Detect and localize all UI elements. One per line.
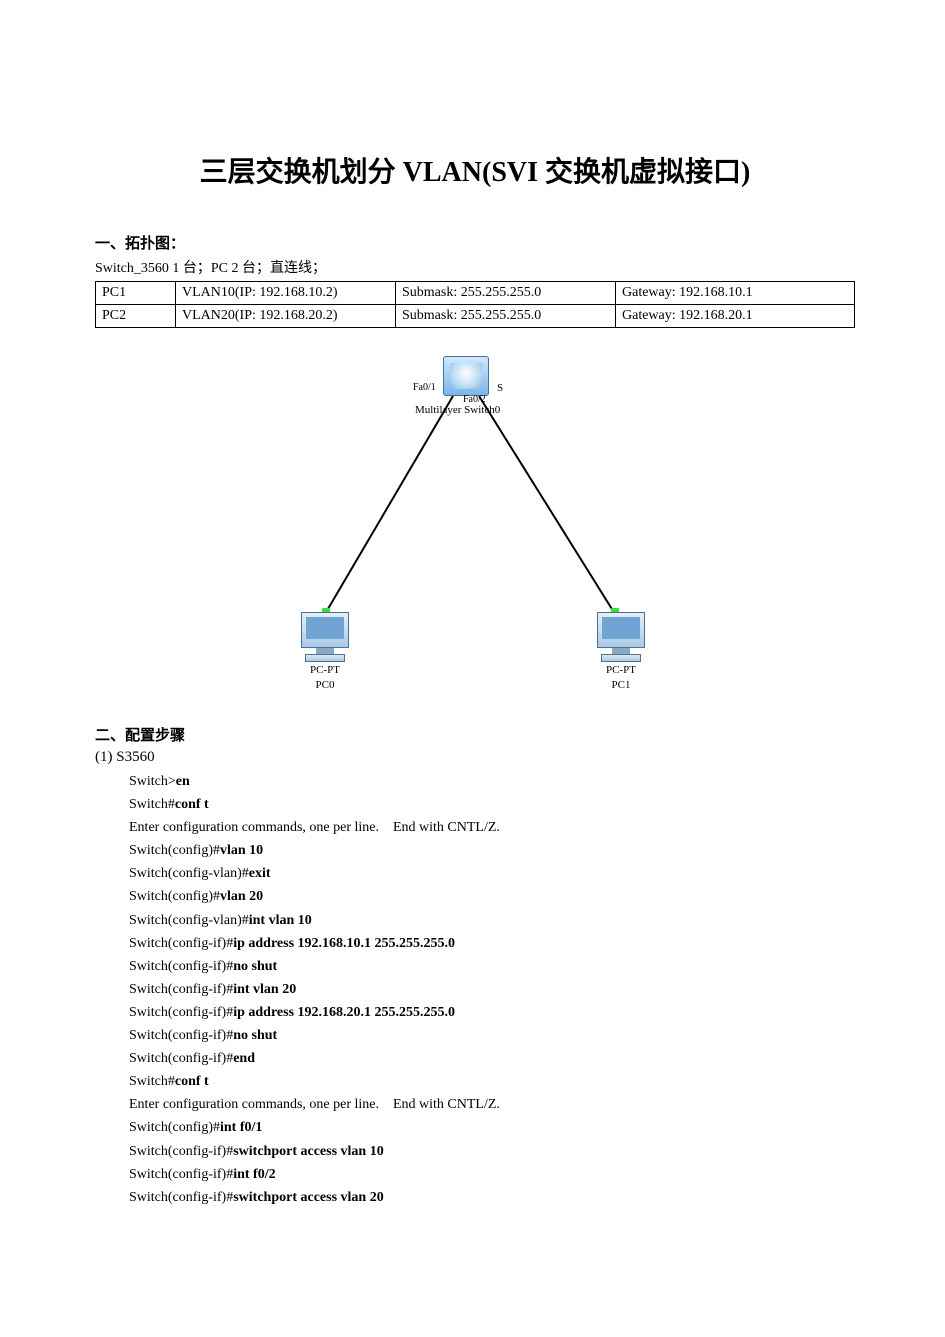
- pc1-label-bottom: PC1: [591, 679, 651, 692]
- cli-command: conf t: [175, 797, 209, 812]
- cli-command: vlan 10: [220, 843, 263, 858]
- pc0-icon: PC-PT PC0: [295, 612, 355, 692]
- cell-submask: Submask: 255.255.255.0: [396, 305, 616, 328]
- cli-prompt: Switch(config)#: [129, 1120, 220, 1135]
- cli-line: Switch(config)#vlan 20: [129, 885, 855, 908]
- cell-pc: PC2: [96, 305, 176, 328]
- cli-line: Switch(config-if)#switchport access vlan…: [129, 1186, 855, 1209]
- cli-prompt: Switch(config-if)#: [129, 1005, 233, 1020]
- cli-block: Switch>enSwitch#conf tEnter configuratio…: [95, 770, 855, 1209]
- cli-prompt: Switch(config-if)#: [129, 1144, 233, 1159]
- cell-pc: PC1: [96, 282, 176, 305]
- cli-command: switchport access vlan 20: [233, 1190, 384, 1205]
- cli-prompt: Switch(config-if)#: [129, 1167, 233, 1182]
- cli-prompt: Switch(config-if)#: [129, 959, 233, 974]
- topology-diagram: Fa0/1 Fa0/2 S Multilayer Switch0 PC-PT P…: [215, 346, 735, 706]
- pc0-label-top: PC-PT: [295, 664, 355, 677]
- cli-command: no shut: [233, 959, 277, 974]
- cell-gateway: Gateway: 192.168.20.1: [616, 305, 855, 328]
- page-title: 三层交换机划分 VLAN(SVI 交换机虚拟接口): [95, 150, 855, 190]
- cli-prompt: Switch(config-vlan)#: [129, 913, 249, 928]
- section-2-header: 二、配置步骤: [95, 724, 855, 745]
- pc-base-icon: [305, 654, 345, 662]
- cli-prompt: Switch>: [129, 774, 176, 789]
- pc-monitor-icon: [301, 612, 349, 648]
- pc-base-icon: [601, 654, 641, 662]
- cli-command: end: [233, 1051, 255, 1066]
- switch-label: Multilayer Switch0: [415, 404, 500, 416]
- cli-command: exit: [249, 866, 271, 881]
- pc1-label-top: PC-PT: [591, 664, 651, 677]
- cell-gateway: Gateway: 192.168.10.1: [616, 282, 855, 305]
- cli-command: conf t: [175, 1074, 209, 1089]
- cli-command: int f0/2: [233, 1167, 275, 1182]
- cli-command: no shut: [233, 1028, 277, 1043]
- cli-command: ip address 192.168.20.1 255.255.255.0: [233, 1005, 455, 1020]
- section-1-header: 一、拓扑图：: [95, 232, 855, 253]
- cli-line: Enter configuration commands, one per li…: [129, 1093, 855, 1116]
- cli-line: Switch(config-vlan)#int vlan 10: [129, 909, 855, 932]
- cli-prompt: Switch(config-vlan)#: [129, 866, 249, 881]
- cli-prompt: Switch(config-if)#: [129, 1190, 233, 1205]
- pc-monitor-icon: [597, 612, 645, 648]
- cli-line: Switch(config)#vlan 10: [129, 839, 855, 862]
- edge-sw-pc0: [325, 396, 453, 614]
- cli-command: ip address 192.168.10.1 255.255.255.0: [233, 936, 455, 951]
- cli-line: Switch(config-if)#ip address 192.168.20.…: [129, 1001, 855, 1024]
- cell-vlan: VLAN20(IP: 192.168.20.2): [176, 305, 396, 328]
- cli-prompt: Switch(config-if)#: [129, 936, 233, 951]
- cli-line: Switch(config-if)#int vlan 20: [129, 978, 855, 1001]
- cli-prompt: Switch#: [129, 1074, 175, 1089]
- cli-line: Switch(config-if)#ip address 192.168.10.…: [129, 932, 855, 955]
- switch-icon: [443, 356, 489, 396]
- table-row: PC2 VLAN20(IP: 192.168.20.2) Submask: 25…: [96, 305, 855, 328]
- cli-line: Switch(config-if)#no shut: [129, 1024, 855, 1047]
- cli-line: Switch#conf t: [129, 793, 855, 816]
- cli-line: Enter configuration commands, one per li…: [129, 816, 855, 839]
- cell-submask: Submask: 255.255.255.0: [396, 282, 616, 305]
- cli-line: Switch(config-if)#no shut: [129, 955, 855, 978]
- topology-subline: Switch_3560 1 台；PC 2 台；直连线；: [95, 257, 855, 277]
- cli-command: switchport access vlan 10: [233, 1144, 384, 1159]
- cli-prompt: Switch(config-if)#: [129, 1028, 233, 1043]
- port-label-fa01: Fa0/1: [413, 382, 436, 393]
- cli-line: Switch#conf t: [129, 1070, 855, 1093]
- switch-s-label: S: [497, 382, 503, 394]
- pc0-label-bottom: PC0: [295, 679, 355, 692]
- cli-command: int f0/1: [220, 1120, 262, 1135]
- cli-prompt: Switch#: [129, 797, 175, 812]
- cli-prompt: Switch(config)#: [129, 889, 220, 904]
- cli-prompt: Switch(config-if)#: [129, 982, 233, 997]
- cli-command: en: [176, 774, 190, 789]
- cli-line: Switch>en: [129, 770, 855, 793]
- table-row: PC1 VLAN10(IP: 192.168.10.2) Submask: 25…: [96, 282, 855, 305]
- cli-prompt: Switch(config)#: [129, 843, 220, 858]
- cli-command: int vlan 10: [249, 913, 312, 928]
- cell-vlan: VLAN10(IP: 192.168.10.2): [176, 282, 396, 305]
- config-table: PC1 VLAN10(IP: 192.168.10.2) Submask: 25…: [95, 281, 855, 328]
- cli-line: Switch(config-if)#switchport access vlan…: [129, 1140, 855, 1163]
- cli-line: Switch(config)#int f0/1: [129, 1116, 855, 1139]
- s3560-label: (1) S3560: [95, 749, 855, 766]
- cli-line: Switch(config-if)#end: [129, 1047, 855, 1070]
- edge-sw-pc1: [479, 396, 615, 614]
- cli-prompt: Switch(config-if)#: [129, 1051, 233, 1066]
- cli-command: int vlan 20: [233, 982, 296, 997]
- switch-body: [443, 356, 489, 396]
- pc1-icon: PC-PT PC1: [591, 612, 651, 692]
- cli-line: Switch(config-if)#int f0/2: [129, 1163, 855, 1186]
- cli-line: Switch(config-vlan)#exit: [129, 862, 855, 885]
- cli-command: vlan 20: [220, 889, 263, 904]
